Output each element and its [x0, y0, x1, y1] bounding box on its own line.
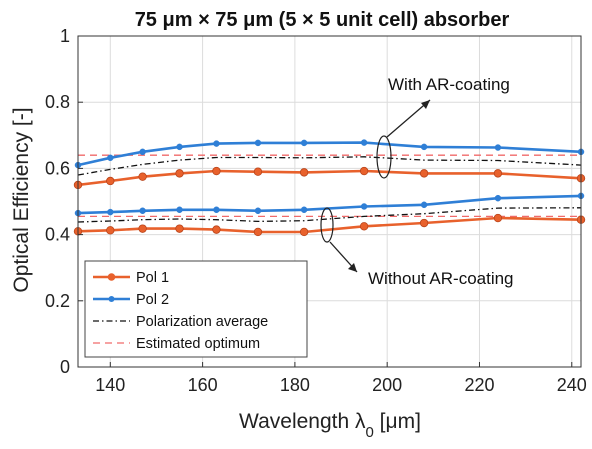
pol-1-with-ar-point	[419, 169, 429, 178]
x-tick-label: 160	[188, 375, 218, 395]
y-tick-label: 0.2	[45, 291, 70, 311]
polarization-average-with-ar-line	[77, 156, 582, 176]
x-axis-label: Wavelength λ0 [μm]	[239, 410, 421, 441]
legend-label-estimated-optimum: Estimated optimum	[136, 336, 260, 352]
pol-2-with-ar-point	[300, 139, 308, 147]
pol-2-with-ar-point	[420, 143, 428, 151]
legend-marker-pol-2	[108, 296, 115, 302]
pol-1-without-ar-point	[138, 224, 147, 233]
annotation-arrowhead-with-ar	[421, 100, 430, 109]
pol-1-without-ar-point	[253, 227, 263, 237]
pol-2-without-ar-point	[139, 207, 146, 215]
annotation-ellipse-without-ar	[320, 207, 334, 243]
pol-2-without-ar-point	[360, 203, 368, 210]
pol-2-with-ar-point	[494, 144, 502, 151]
y-tick-label: 0.4	[45, 225, 70, 245]
pol-2-with-ar-point	[139, 148, 146, 156]
pol-1-without-ar-point	[106, 226, 115, 235]
pol-1-without-ar-point	[493, 213, 503, 223]
pol-2-with-ar-point	[360, 139, 368, 146]
x-tick-label: 200	[372, 375, 402, 395]
pol-1-with-ar-point	[138, 172, 147, 181]
legend-label-pol-2: Pol 2	[136, 292, 169, 308]
y-tick-label: 0.8	[45, 92, 70, 112]
annotation-with-ar: With AR-coating	[388, 75, 510, 94]
x-tick-label: 180	[280, 375, 310, 395]
pol-1-with-ar-point	[106, 176, 115, 186]
x-tick-label: 240	[557, 375, 587, 395]
pol-1-without-ar-point	[299, 227, 309, 237]
y-tick-label: 0.6	[45, 158, 70, 178]
pol-1-without-ar-point	[419, 218, 429, 228]
pol-2-without-ar-point	[420, 201, 428, 209]
pol-1-without-ar-point	[212, 225, 221, 234]
pol-1-with-ar-point	[493, 169, 503, 178]
y-axis-label: Optical Efficiency [-]	[10, 107, 33, 292]
pol-2-with-ar-point	[254, 139, 262, 147]
pol-1-with-ar-point	[359, 166, 369, 176]
annotation-arrow-with-ar	[386, 99, 431, 138]
pol-1-with-ar-point	[175, 169, 184, 178]
pol-1-without-ar-point	[359, 222, 369, 231]
polarization-average-without-ar-line	[77, 207, 582, 223]
legend-label-pol-1: Pol 1	[136, 270, 169, 286]
pol-2-without-ar-point	[300, 206, 308, 214]
pol-2-without-ar-point	[213, 206, 220, 214]
pol-2-with-ar-point	[107, 154, 114, 162]
y-tick-label: 0	[60, 357, 70, 377]
chart-title: 75 μm × 75 μm (5 × 5 unit cell) absorber	[135, 9, 510, 31]
pol-1-with-ar-point	[299, 168, 309, 177]
pol-2-without-ar-point	[107, 208, 114, 216]
pol-1-without-ar-point	[175, 224, 184, 233]
pol-2-without-ar-point	[494, 194, 502, 202]
x-tick-label: 140	[95, 375, 125, 395]
annotation-without-ar: Without AR-coating	[368, 269, 514, 288]
legend: Pol 1 Pol 2 Polarization average Estimated …	[84, 260, 308, 358]
annotations: With AR-coating Without AR-coating	[320, 75, 514, 288]
legend-marker-pol-1	[107, 273, 116, 281]
annotation-arrowhead-without-ar	[348, 263, 357, 272]
annotation-ellipse-with-ar	[376, 135, 392, 179]
y-tick-label: 1	[60, 26, 70, 46]
legend-items: Pol 1 Pol 2 Polarization average Estimated …	[93, 270, 268, 352]
pol-1-with-ar-point	[253, 167, 263, 176]
pol-2-with-ar-point	[213, 140, 220, 147]
pol-2-without-ar-point	[176, 206, 183, 214]
pol-1-with-ar-point	[212, 166, 221, 176]
x-tick-label: 220	[464, 375, 494, 395]
pol-2-with-ar-point	[176, 143, 183, 151]
legend-label-polarization-average: Polarization average	[136, 314, 268, 330]
pol-2-without-ar-point	[254, 207, 262, 215]
ticks: 140 160 180 200 220 240 0 0.2 0.4 0.6 0.8 1	[45, 26, 587, 395]
plot-frame	[77, 35, 582, 368]
